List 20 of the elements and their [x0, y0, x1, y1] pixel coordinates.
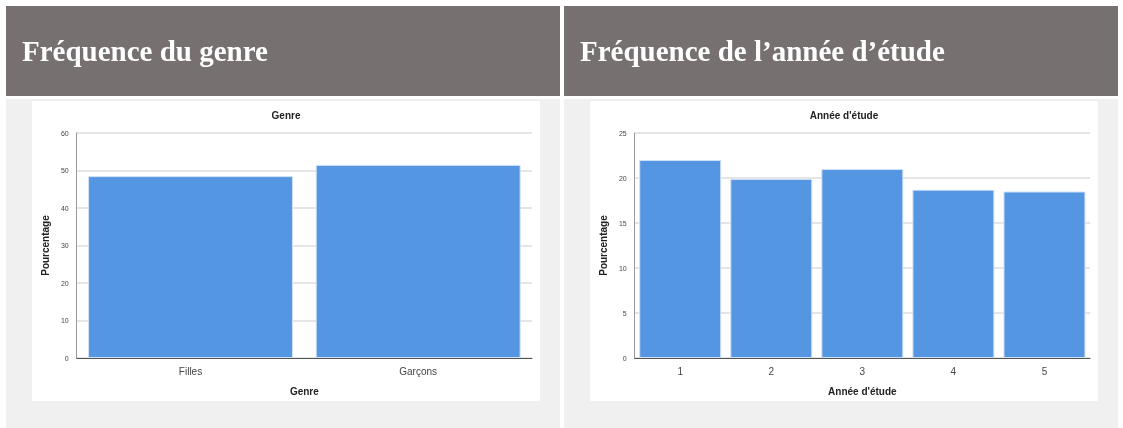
- chart-title: Fréquence de l’année d’étude: [564, 6, 1118, 99]
- x-tick-label: 5: [1041, 365, 1048, 377]
- y-axis-title: Pourcentage: [39, 214, 51, 276]
- x-axis-title: Année d'étude: [828, 385, 898, 397]
- y-axis-title: Pourcentage: [597, 214, 609, 276]
- x-tick-label: 4: [950, 365, 957, 377]
- bar: [730, 178, 813, 358]
- x-tick-label: 2: [768, 365, 775, 377]
- x-tick-label: Filles: [178, 365, 203, 377]
- x-tick-label: Garçons: [399, 365, 438, 377]
- x-tick-label: 3: [859, 365, 866, 377]
- bar: [912, 189, 995, 358]
- bar: [1003, 191, 1086, 358]
- chart-title: Fréquence du genre: [6, 6, 560, 99]
- chart-subtitle: Genre: [271, 109, 301, 121]
- bar: [821, 169, 904, 358]
- x-tick-label: 1: [677, 365, 684, 377]
- x-axis-title: Genre: [289, 385, 320, 397]
- chart-subtitle: Année d'étude: [809, 109, 879, 121]
- bar: [639, 160, 722, 358]
